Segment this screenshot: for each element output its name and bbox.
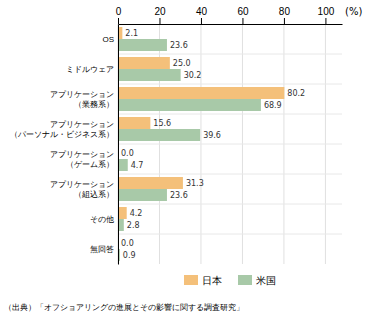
- y-tick-label: OS: [102, 35, 114, 44]
- x-tick-label: 100: [318, 6, 335, 17]
- legend-item: 日本: [184, 275, 222, 286]
- x-tick: 80: [279, 6, 291, 24]
- y-tick-label-line: （組込系）: [74, 190, 114, 199]
- y-tick-label: アプリケーション（パーソナル・ビジネス系）: [10, 120, 114, 139]
- row-separator: [118, 84, 342, 85]
- y-tick-label: ミドルウェア: [66, 65, 114, 74]
- y-tick-label-line: アプリケーション: [50, 150, 114, 159]
- y-tick-label: アプリケーション（ゲーム系）: [50, 150, 114, 169]
- y-tick: アプリケーション（組込系）: [50, 180, 118, 199]
- bar: [118, 177, 183, 189]
- bar: [118, 207, 127, 219]
- x-axis: 0 20 40 60 80 100: [116, 6, 343, 25]
- y-axis-line: [118, 25, 119, 265]
- y-tick: アプリケーション（ゲーム系）: [50, 150, 118, 169]
- y-tick-label-line: アプリケーション: [50, 180, 114, 189]
- bar: [118, 99, 261, 111]
- row-separator: [118, 174, 342, 175]
- bar: [118, 57, 170, 69]
- y-tick: 無回答: [90, 245, 118, 254]
- y-tick-label-line: OS: [102, 35, 114, 44]
- x-tick-label: 40: [196, 6, 208, 17]
- x-tick-label: 0: [116, 6, 122, 17]
- y-tick-label: 無回答: [90, 245, 114, 254]
- x-axis-line: [119, 24, 343, 25]
- data-labels: 2.1 25.0 80.2 15.6 0.0 31.3 4.2 0.0 23.6 30.2 68.9…: [121, 29, 305, 260]
- data-label: 2.8: [127, 221, 140, 230]
- bar: [118, 87, 284, 99]
- data-label: 23.6: [170, 191, 188, 200]
- x-tick: 20: [154, 6, 166, 24]
- y-tick: アプリケーション（パーソナル・ビジネス系）: [10, 120, 118, 139]
- y-tick-label-line: （業務系）: [74, 100, 114, 109]
- y-tick-label: その他: [90, 215, 114, 224]
- data-label: 4.2: [130, 209, 143, 218]
- row-separator: [118, 204, 342, 205]
- legend-label: 米国: [256, 275, 276, 286]
- bar: [118, 117, 150, 129]
- y-tick-label-line: 無回答: [90, 245, 114, 254]
- y-tick-label-line: ミドルウェア: [66, 65, 114, 74]
- grid-line: [118, 24, 119, 264]
- y-tick-label-line: アプリケーション: [50, 120, 114, 129]
- legend-label: 日本: [202, 275, 222, 286]
- x-tick-label: 80: [279, 6, 291, 17]
- y-tick-label: アプリケーション（業務系）: [50, 90, 114, 109]
- y-tick: ミドルウェア: [66, 65, 118, 74]
- data-label: 0.9: [123, 251, 136, 260]
- caption: （出典）「オフショアリングの進展とその影響に関する調査研究」: [4, 303, 244, 312]
- data-label: 68.9: [264, 101, 282, 110]
- x-tick-mark: [159, 18, 160, 24]
- chart: 2.1 25.0 80.2 15.6 0.0 31.3 4.2 0.0 23.6 30.2 68.9…: [0, 0, 368, 318]
- x-tick-label: 20: [154, 6, 166, 17]
- y-tick-label-line: アプリケーション: [50, 90, 114, 99]
- row-separator: [118, 54, 342, 55]
- data-label: 80.2: [287, 89, 305, 98]
- y-tick-label-line: （ゲーム系）: [66, 160, 114, 169]
- y-tick-label: アプリケーション（組込系）: [50, 180, 114, 199]
- bar: [118, 159, 128, 171]
- bar: [118, 189, 167, 201]
- data-label: 15.6: [153, 119, 171, 128]
- x-tick-mark: [325, 18, 326, 24]
- data-label: 0.0: [121, 239, 134, 248]
- y-axis: OSミドルウェアアプリケーション（業務系）アプリケーション（パーソナル・ビジネス…: [10, 25, 119, 265]
- data-label: 25.0: [173, 59, 191, 68]
- legend-swatch: [238, 275, 252, 285]
- x-tick: 100: [318, 6, 335, 24]
- x-tick-label: 60: [237, 6, 249, 17]
- y-tick: OS: [102, 35, 118, 44]
- x-tick-mark: [118, 18, 119, 24]
- row-separator: [118, 114, 342, 115]
- data-label: 4.7: [131, 161, 144, 170]
- data-label: 31.3: [186, 179, 204, 188]
- data-label: 0.0: [121, 149, 134, 158]
- x-tick: 0: [116, 6, 122, 24]
- bars: [118, 27, 284, 261]
- row-separators: [118, 54, 342, 234]
- row-separator: [118, 234, 342, 235]
- legend: 日本 米国: [184, 275, 276, 286]
- y-tick: その他: [90, 215, 118, 224]
- data-label: 30.2: [184, 71, 202, 80]
- x-axis-label: (%): [345, 6, 362, 17]
- bar: [118, 129, 200, 141]
- legend-swatch: [184, 275, 198, 285]
- x-tick: 60: [237, 6, 249, 24]
- y-tick-label-line: （パーソナル・ビジネス系）: [10, 130, 114, 139]
- bar: [118, 39, 167, 51]
- data-label: 23.6: [170, 41, 188, 50]
- row-separator: [118, 144, 342, 145]
- bar: [118, 69, 181, 81]
- data-label: 2.1: [125, 29, 138, 38]
- plot: 2.1 25.0 80.2 15.6 0.0 31.3 4.2 0.0 23.6 30.2 68.9…: [10, 6, 362, 265]
- y-tick: アプリケーション（業務系）: [50, 90, 118, 109]
- x-tick: 40: [196, 6, 208, 24]
- y-tick-label-line: その他: [90, 215, 114, 224]
- x-tick-mark: [284, 18, 285, 24]
- x-tick-mark: [201, 18, 202, 24]
- data-label: 39.6: [203, 131, 221, 140]
- x-tick-mark: [242, 18, 243, 24]
- legend-item: 米国: [238, 275, 276, 286]
